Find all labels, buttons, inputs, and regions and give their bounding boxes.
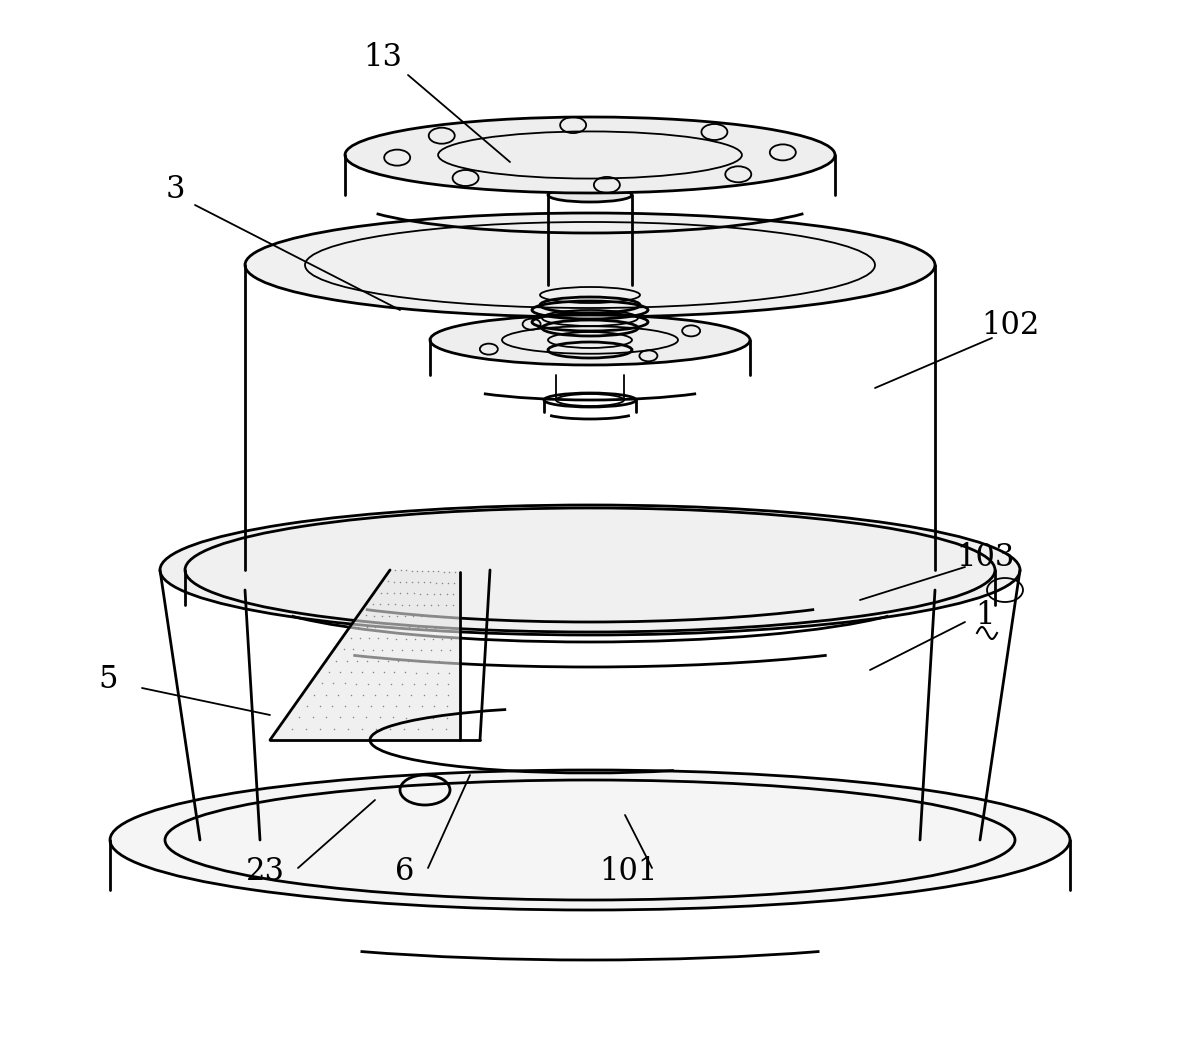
Text: 101: 101 xyxy=(599,857,658,887)
Text: 5: 5 xyxy=(99,665,118,695)
Text: 23: 23 xyxy=(245,857,284,887)
Ellipse shape xyxy=(548,188,633,202)
Ellipse shape xyxy=(185,509,995,632)
Text: 6: 6 xyxy=(395,857,415,887)
Ellipse shape xyxy=(345,117,835,193)
Text: 103: 103 xyxy=(956,542,1014,574)
Ellipse shape xyxy=(245,213,935,316)
Ellipse shape xyxy=(111,770,1070,910)
Text: 102: 102 xyxy=(981,309,1039,341)
Ellipse shape xyxy=(430,315,750,365)
Text: 13: 13 xyxy=(364,42,403,74)
Polygon shape xyxy=(270,570,460,740)
Text: 3: 3 xyxy=(165,174,184,206)
Text: 1: 1 xyxy=(975,599,995,631)
Ellipse shape xyxy=(161,505,1020,635)
